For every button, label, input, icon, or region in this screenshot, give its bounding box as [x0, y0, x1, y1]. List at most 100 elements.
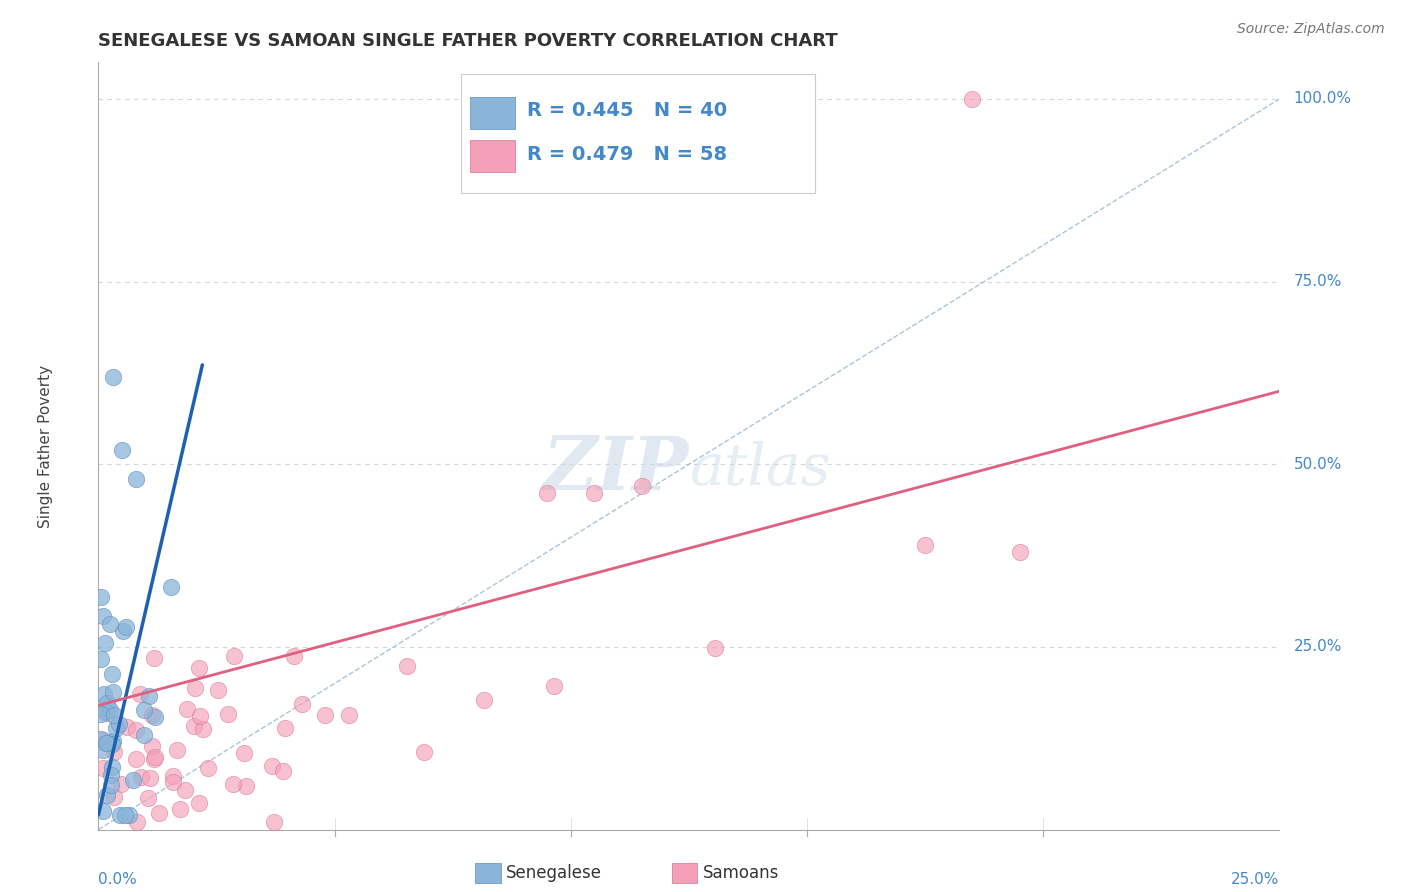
Text: ZIP: ZIP	[543, 433, 689, 505]
Point	[104, 721, 127, 735]
Point	[914, 538, 936, 552]
Point	[103, 707, 125, 722]
Point	[162, 769, 184, 783]
Point	[93, 635, 115, 649]
Text: SENEGALESE VS SAMOAN SINGLE FATHER POVERTY CORRELATION CHART: SENEGALESE VS SAMOAN SINGLE FATHER POVER…	[98, 32, 838, 50]
Point	[103, 685, 125, 699]
Point	[136, 791, 159, 805]
Point	[145, 750, 167, 764]
Point	[132, 728, 155, 742]
Point	[159, 580, 181, 594]
Point	[91, 743, 114, 757]
Text: 0.0%: 0.0%	[98, 871, 138, 887]
Point	[543, 680, 565, 694]
Point	[115, 720, 138, 734]
Point	[103, 745, 125, 759]
Point	[94, 736, 117, 750]
Point	[91, 733, 114, 747]
Text: 75.0%: 75.0%	[1294, 274, 1341, 289]
Text: Source: ZipAtlas.com: Source: ZipAtlas.com	[1237, 22, 1385, 37]
Point	[207, 682, 229, 697]
Point	[93, 687, 115, 701]
Point	[141, 707, 163, 722]
Point	[222, 649, 245, 664]
FancyBboxPatch shape	[461, 74, 815, 193]
Point	[472, 693, 495, 707]
Point	[129, 770, 152, 784]
Point	[90, 591, 112, 605]
Point	[187, 796, 209, 810]
Point	[271, 764, 294, 779]
Point	[148, 806, 170, 821]
Point	[101, 737, 124, 751]
Point	[962, 92, 984, 106]
Point	[396, 659, 419, 673]
Point	[110, 777, 132, 791]
Point	[96, 696, 118, 710]
Point	[100, 778, 122, 792]
Point	[337, 707, 360, 722]
Point	[536, 486, 558, 500]
Point	[118, 808, 141, 822]
Point	[188, 709, 211, 723]
Text: R = 0.479   N = 58: R = 0.479 N = 58	[527, 145, 727, 164]
Point	[315, 708, 337, 723]
Point	[291, 697, 314, 711]
Text: 25.0%: 25.0%	[1294, 640, 1341, 655]
Text: Samoans: Samoans	[703, 864, 779, 882]
Point	[141, 739, 163, 754]
Point	[260, 759, 283, 773]
Text: 50.0%: 50.0%	[1294, 457, 1341, 472]
Point	[235, 780, 257, 794]
Text: 25.0%: 25.0%	[1232, 871, 1279, 887]
Point	[101, 369, 124, 384]
Point	[283, 648, 305, 663]
Point	[704, 640, 727, 655]
Point	[583, 486, 606, 500]
Point	[108, 717, 131, 731]
Point	[413, 746, 436, 760]
Point	[1008, 545, 1031, 559]
Point	[93, 804, 115, 818]
FancyBboxPatch shape	[471, 140, 516, 172]
Point	[188, 661, 211, 675]
Point	[138, 689, 160, 703]
Point	[91, 608, 114, 623]
Point	[96, 706, 118, 721]
Point	[124, 723, 146, 738]
Point	[101, 734, 124, 748]
Point	[114, 808, 136, 822]
Point	[176, 701, 198, 715]
Point	[115, 620, 138, 634]
Point	[108, 808, 131, 822]
Point	[129, 687, 152, 701]
Point	[263, 815, 285, 830]
Point	[218, 706, 240, 721]
Text: R = 0.445   N = 40: R = 0.445 N = 40	[527, 102, 727, 120]
Point	[96, 736, 118, 750]
Point	[98, 617, 121, 632]
Point	[93, 761, 115, 775]
FancyBboxPatch shape	[471, 97, 516, 129]
Point	[166, 743, 188, 757]
Point	[100, 760, 122, 774]
Point	[142, 752, 165, 766]
Text: 100.0%: 100.0%	[1294, 92, 1351, 106]
Point	[143, 709, 166, 723]
Point	[132, 703, 155, 717]
Point	[197, 761, 219, 775]
Point	[100, 666, 122, 681]
Point	[96, 788, 118, 802]
Point	[183, 719, 205, 733]
Point	[90, 706, 112, 721]
Point	[125, 472, 148, 486]
Point	[98, 703, 121, 717]
Point	[233, 746, 256, 760]
Text: Single Father Poverty: Single Father Poverty	[38, 365, 53, 527]
Point	[100, 768, 122, 782]
Point	[139, 772, 162, 786]
Point	[169, 802, 191, 816]
Point	[125, 815, 148, 830]
Point	[90, 652, 112, 666]
Point	[103, 790, 125, 805]
